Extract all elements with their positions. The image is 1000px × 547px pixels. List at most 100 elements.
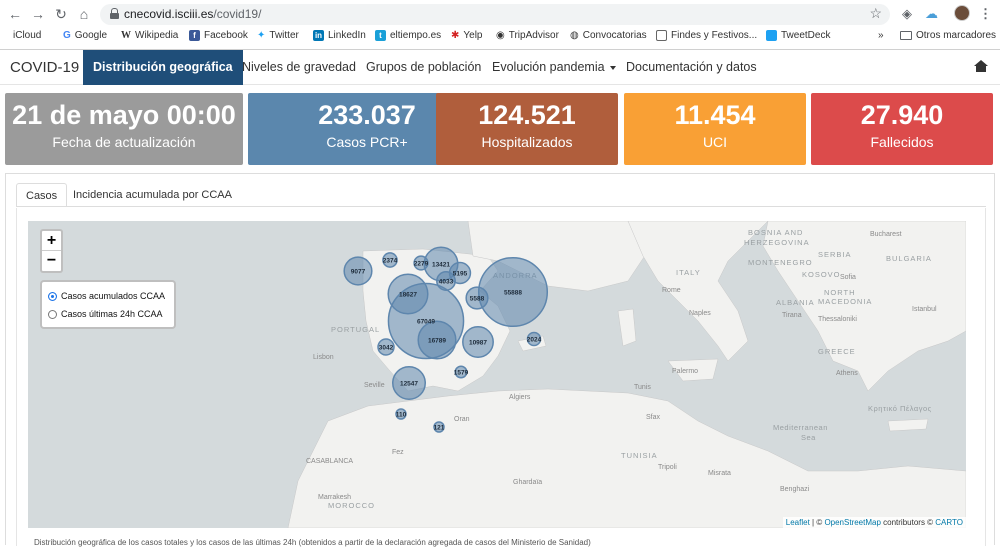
nav-grupos[interactable]: Grupos de población: [366, 60, 482, 74]
radio-button-checked[interactable]: [48, 291, 57, 301]
bookmark-google[interactable]: G Google: [63, 30, 107, 41]
bubble[interactable]: [417, 320, 457, 360]
label-bulgaria: BULGARIA: [886, 254, 932, 263]
bookmark-eltiempo[interactable]: t eltiempo.es: [375, 30, 441, 41]
bubble[interactable]: [433, 421, 445, 433]
bubble-label: 18627: [399, 291, 417, 298]
osm-link[interactable]: OpenStreetMap: [824, 518, 881, 527]
card-fallecidos: 27.940 Fallecidos: [811, 93, 993, 165]
tab-casos[interactable]: Casos: [16, 183, 68, 207]
back-icon[interactable]: ←: [8, 6, 22, 22]
city-tirana: Tirana: [782, 312, 802, 319]
nav-distribucion[interactable]: Distribución geográfica: [83, 50, 243, 85]
city-tripoli: Tripoli: [658, 464, 677, 471]
card-uci: 11.454 UCI: [624, 93, 806, 165]
avatar[interactable]: [954, 5, 970, 21]
city-naples: Naples: [689, 310, 711, 317]
zoom-in-button[interactable]: +: [42, 231, 61, 251]
label-kosovo: KOSOVO: [802, 270, 841, 279]
bubble[interactable]: [377, 338, 395, 356]
radio-acumulados[interactable]: Casos acumulados CCAA: [48, 287, 168, 305]
bubble[interactable]: [395, 408, 407, 420]
cloud-icon[interactable]: ☁: [925, 6, 938, 21]
city-rome: Rome: [662, 287, 681, 294]
bubble[interactable]: [477, 256, 549, 328]
label-macedonia-2: MACEDONIA: [818, 297, 872, 306]
bookmark-label: Wikipedia: [135, 30, 179, 41]
bookmark-label: Google: [74, 30, 108, 41]
folder-icon: [900, 31, 912, 40]
nav-niveles[interactable]: Niveles de gravedad: [242, 60, 356, 74]
bookmark-icloud[interactable]: iCloud: [9, 30, 41, 41]
eltiempo-icon: t: [375, 30, 386, 41]
card-label: Hospitalizados: [481, 134, 573, 150]
bubble-label: 5588: [470, 295, 485, 302]
label-portugal: PORTUGAL: [331, 325, 380, 334]
forward-icon[interactable]: →: [31, 6, 45, 22]
calendar-icon: [656, 30, 667, 41]
bookmark-tripadvisor[interactable]: ◉ TripAdvisor: [496, 30, 559, 41]
label-italy: ITALY: [676, 268, 701, 277]
card-hospitalizados: 124.521 Hospitalizados: [436, 93, 618, 165]
card-value: 27.940: [860, 100, 944, 130]
sardinia-land: [617, 308, 637, 347]
bubble-label: 4033: [439, 278, 454, 285]
bubble[interactable]: [382, 252, 398, 268]
dropbox-icon[interactable]: ◈: [902, 6, 912, 21]
bookmark-facebook[interactable]: f Facebook: [189, 30, 248, 41]
tab-incidencia[interactable]: Incidencia acumulada por CCAA: [73, 189, 232, 201]
tweetdeck-icon: [766, 30, 777, 41]
sicily-land: [667, 358, 719, 382]
yelp-icon: ✱: [451, 30, 460, 41]
city-algiers: Algiers: [509, 394, 531, 401]
card-label: UCI: [702, 134, 728, 150]
card-label: Fecha de actualización: [52, 134, 196, 150]
address-bar[interactable]: cnecovid.isciii.es/covid19/ ☆: [100, 4, 890, 25]
city-marrakesh: Marrakesh: [318, 494, 351, 501]
bookmark-label: Yelp: [463, 30, 483, 41]
bookmark-tweetdeck[interactable]: TweetDeck: [766, 30, 830, 41]
bookmark-wikipedia[interactable]: W Wikipedia: [121, 30, 178, 41]
menu-kebab-icon[interactable]: ⋮: [979, 6, 992, 21]
nav-documentacion[interactable]: Documentación y datos: [626, 60, 757, 74]
crete-land: [887, 418, 929, 432]
bookmark-twitter[interactable]: ✦ Twitter: [257, 30, 299, 41]
browser-chrome: ← → ↻ ⌂ cnecovid.isciii.es/covid19/ ☆ ◈ …: [0, 0, 1000, 50]
leaflet-link[interactable]: Leaflet: [785, 518, 810, 527]
bookmark-yelp[interactable]: ✱ Yelp: [451, 30, 483, 41]
city-lisbon: Lisbon: [313, 354, 334, 361]
home-icon[interactable]: [974, 60, 988, 72]
app-navbar: COVID-19 Distribución geográfica Niveles…: [0, 50, 1000, 85]
zoom-out-button[interactable]: −: [46, 252, 57, 269]
bookmark-label: Convocatorias: [582, 30, 647, 41]
bubble[interactable]: [454, 365, 468, 379]
bookmark-linkedin[interactable]: in LinkedIn: [313, 30, 366, 41]
reload-icon[interactable]: ↻: [55, 6, 67, 22]
bookmark-star-icon[interactable]: ☆: [869, 5, 882, 21]
card-fecha: 21 de mayo 00:00 Fecha de actualización: [5, 93, 243, 165]
carto-link[interactable]: CARTO: [935, 518, 963, 527]
city-palermo: Palermo: [672, 368, 698, 375]
other-bookmarks[interactable]: Otros marcadores: [900, 30, 996, 41]
bookmark-label: Facebook: [204, 30, 248, 41]
card-value: 21 de mayo 00:00: [12, 100, 236, 130]
bookmark-label: Findes y Festivos...: [671, 30, 758, 41]
url-text: cnecovid.isciii.es/covid19/: [124, 7, 261, 21]
home-browser-icon[interactable]: ⌂: [79, 6, 89, 22]
radio-24h[interactable]: Casos últimas 24h CCAA: [48, 305, 168, 323]
bubble[interactable]: [392, 366, 426, 400]
url-host: cnecovid.isciii.es: [124, 7, 214, 21]
bubble[interactable]: [462, 326, 494, 358]
bookmarks-overflow[interactable]: »: [878, 30, 884, 41]
map[interactable]: PORTUGAL ANDORRA ITALY MOROCCO TUNISIA G…: [28, 221, 966, 528]
bookmark-convocatorias[interactable]: ◍ Convocatorias: [570, 30, 647, 41]
radio-button[interactable]: [48, 309, 57, 319]
bubble[interactable]: [343, 256, 373, 286]
label-cretan-sea: Κρητικό Πέλαγος: [868, 404, 932, 413]
lock-icon: [110, 8, 119, 19]
brand[interactable]: COVID-19: [10, 59, 80, 76]
bubble[interactable]: [526, 331, 542, 347]
nav-evolucion[interactable]: Evolución pandemia: [492, 50, 616, 85]
bookmark-findes[interactable]: Findes y Festivos...: [656, 30, 757, 41]
address-row: ← → ↻ ⌂ cnecovid.isciii.es/covid19/ ☆ ◈ …: [0, 2, 1000, 26]
